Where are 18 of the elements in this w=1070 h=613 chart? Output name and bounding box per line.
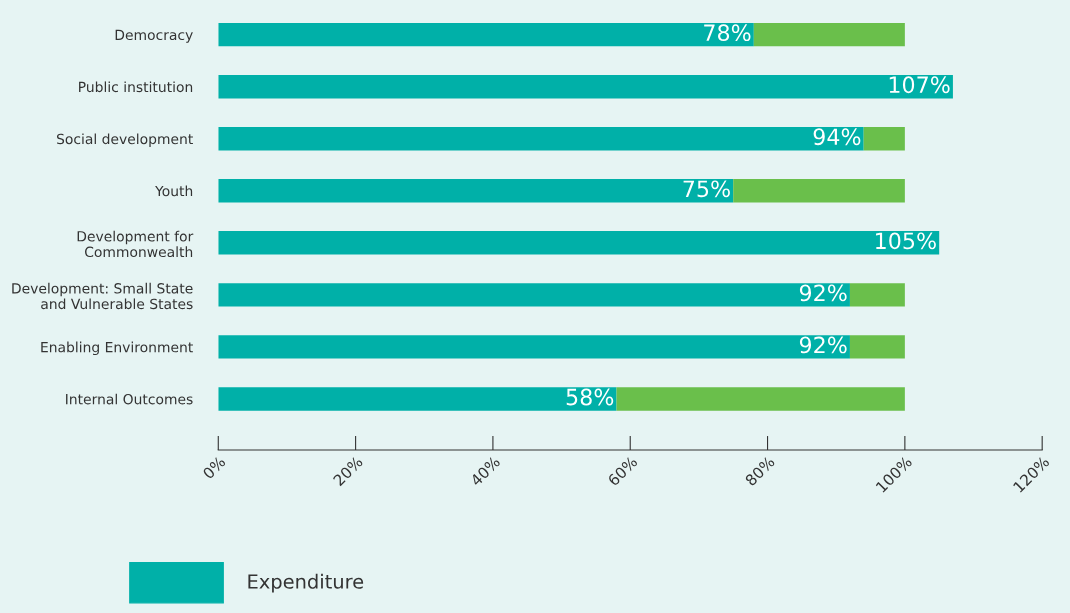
- y-tick-label: Democracy: [115, 29, 193, 43]
- y-tick-label: Development: Small State and Vulnerable States: [12, 282, 193, 310]
- data-label: 92%: [799, 336, 847, 354]
- y-tick-label: Social development: [56, 133, 193, 147]
- data-label: 107%: [889, 76, 950, 94]
- data-label: 58%: [566, 388, 614, 406]
- data-label: 75%: [683, 180, 730, 198]
- y-tick-label: Internal Outcomes: [66, 393, 193, 405]
- y-tick-label: Public institution: [79, 81, 193, 93]
- data-label: 92%: [799, 284, 847, 302]
- y-tick-label: Youth: [155, 185, 193, 197]
- x-tick-label: 0%: [202, 455, 227, 480]
- y-tick-label: Development for Commonwealth: [77, 230, 194, 258]
- data-label: 105%: [876, 232, 936, 250]
- legend-label: Expenditure: [248, 573, 364, 593]
- y-tick-label: Enabling Environment: [41, 341, 193, 356]
- data-label: 78%: [704, 24, 751, 42]
- data-label: 94%: [813, 128, 861, 146]
